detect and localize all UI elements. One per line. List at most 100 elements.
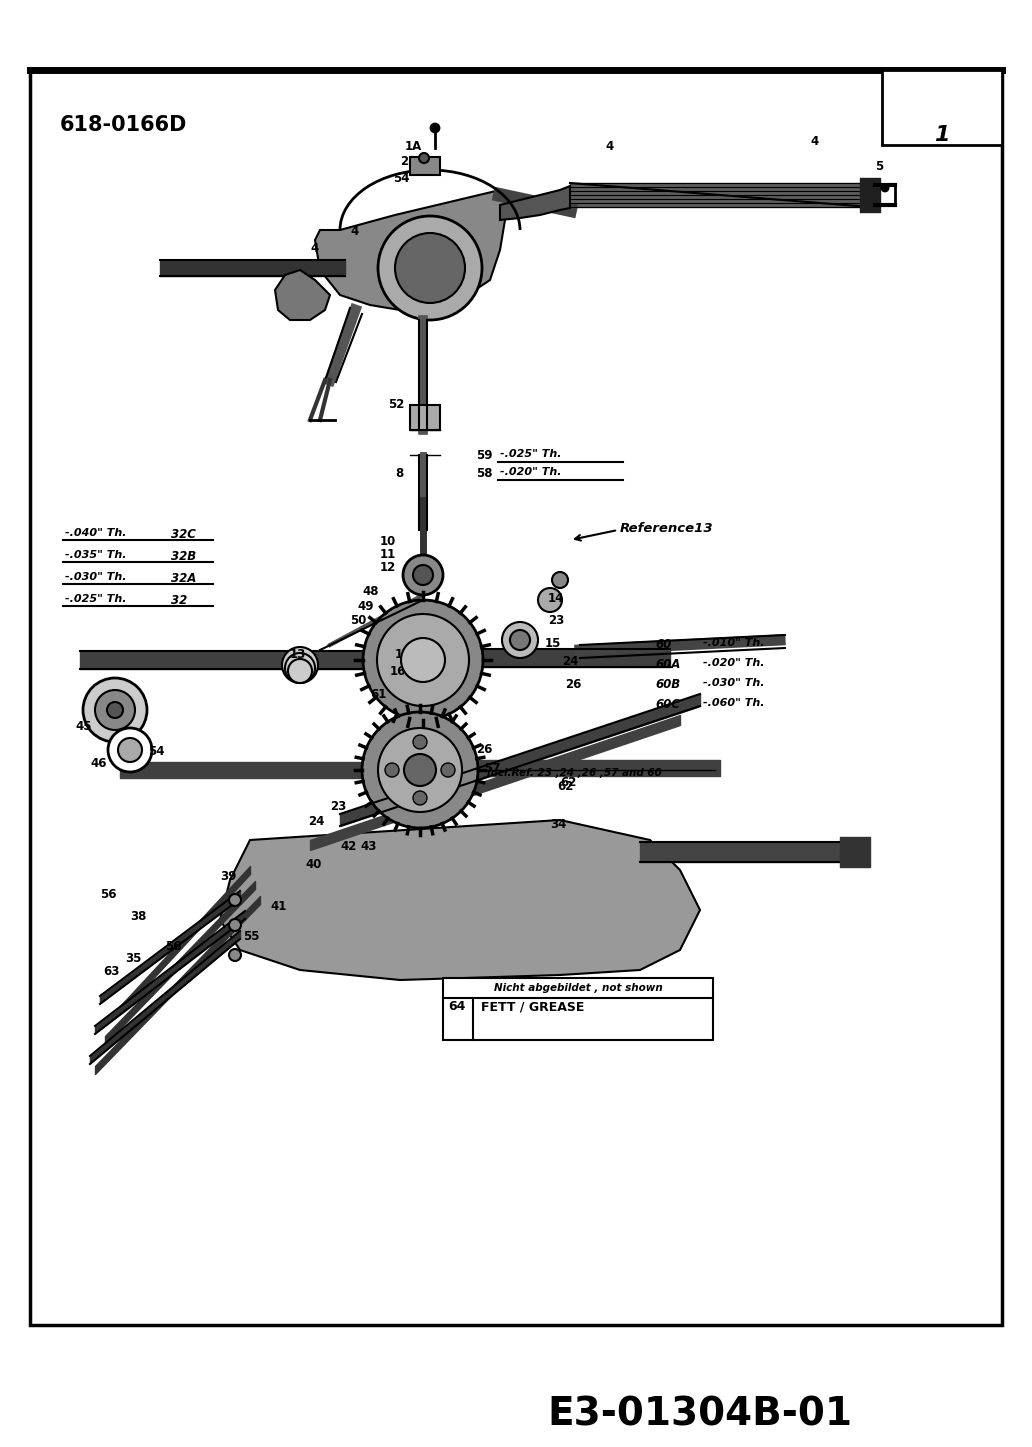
Circle shape (431, 124, 439, 132)
Text: -.030" Th.: -.030" Th. (703, 679, 765, 687)
Text: -.035" Th.: -.035" Th. (65, 550, 127, 560)
Circle shape (413, 735, 427, 750)
Text: 64: 64 (448, 1000, 465, 1013)
Bar (410, 405, 440, 430)
Text: 17: 17 (395, 648, 411, 661)
Text: 46: 46 (90, 757, 106, 770)
Text: 62: 62 (560, 776, 577, 789)
Circle shape (377, 614, 469, 706)
Text: 39: 39 (220, 870, 236, 883)
Text: 4: 4 (605, 140, 613, 153)
Text: 59: 59 (476, 449, 492, 462)
Text: 5: 5 (875, 161, 883, 174)
Text: 49: 49 (357, 601, 374, 614)
Text: -.040" Th.: -.040" Th. (65, 528, 127, 538)
Circle shape (288, 658, 312, 683)
Text: 40: 40 (305, 858, 321, 871)
Text: 54: 54 (393, 172, 410, 185)
Text: 8: 8 (395, 467, 404, 480)
Text: 12: 12 (380, 561, 396, 574)
Circle shape (229, 919, 241, 930)
Text: 32: 32 (171, 595, 187, 606)
Circle shape (378, 728, 462, 812)
Text: 24: 24 (308, 815, 324, 828)
Circle shape (419, 153, 429, 164)
Text: 41: 41 (270, 900, 286, 913)
Text: 32C: 32C (171, 528, 196, 541)
Text: 54: 54 (148, 745, 164, 758)
Circle shape (108, 728, 152, 773)
Bar (410, 158, 440, 175)
Bar (882, 69, 1002, 145)
Text: 23: 23 (330, 800, 347, 813)
Text: incl.Ref. 23 ,24 ,26 ,57 and 60: incl.Ref. 23 ,24 ,26 ,57 and 60 (487, 768, 662, 778)
Circle shape (83, 679, 147, 742)
Text: 10: 10 (380, 535, 396, 548)
Text: 63: 63 (103, 965, 120, 978)
Text: 60C: 60C (655, 697, 680, 710)
Text: FETT / GREASE: FETT / GREASE (481, 1000, 584, 1013)
Circle shape (552, 572, 568, 587)
Polygon shape (499, 187, 570, 220)
Text: 50: 50 (350, 614, 366, 627)
Circle shape (408, 645, 438, 674)
Text: 45: 45 (75, 721, 92, 734)
Text: -.020" Th.: -.020" Th. (703, 658, 765, 669)
Text: 2: 2 (400, 155, 408, 168)
Text: 57: 57 (484, 763, 501, 776)
Text: -.060" Th.: -.060" Th. (703, 697, 765, 708)
Text: 26: 26 (565, 679, 581, 692)
Text: Reference13: Reference13 (620, 522, 713, 535)
Text: 42: 42 (340, 841, 356, 852)
Polygon shape (220, 820, 700, 980)
Circle shape (502, 622, 538, 658)
Text: 52: 52 (388, 398, 405, 411)
Text: 13: 13 (290, 648, 307, 661)
Bar (30, 69, 1002, 1325)
Text: 56: 56 (165, 941, 182, 954)
Text: 24: 24 (562, 655, 578, 669)
Text: -.010" Th.: -.010" Th. (703, 638, 765, 648)
Circle shape (362, 712, 478, 828)
Text: 60A: 60A (655, 658, 680, 671)
Circle shape (229, 894, 241, 906)
Text: 32B: 32B (171, 550, 196, 563)
Text: 1: 1 (934, 124, 949, 145)
Text: 58: 58 (476, 467, 492, 480)
Polygon shape (315, 190, 510, 310)
Bar (443, 978, 713, 1040)
Circle shape (107, 702, 123, 718)
Text: 11: 11 (380, 548, 396, 561)
Circle shape (285, 653, 315, 683)
Circle shape (282, 647, 318, 683)
Text: 16: 16 (390, 666, 407, 679)
Text: 23: 23 (548, 614, 565, 627)
Text: 38: 38 (130, 910, 147, 923)
Circle shape (378, 216, 482, 320)
Text: 14: 14 (548, 592, 565, 605)
Text: 61: 61 (370, 687, 386, 700)
Circle shape (385, 763, 399, 777)
Circle shape (413, 564, 433, 585)
Polygon shape (275, 271, 330, 320)
Text: 1A: 1A (405, 140, 422, 153)
Text: 60: 60 (655, 638, 671, 651)
Text: E3-01304B-01: E3-01304B-01 (548, 1395, 852, 1433)
Circle shape (95, 690, 135, 729)
Text: -.020" Th.: -.020" Th. (499, 467, 561, 478)
Text: 48: 48 (362, 585, 379, 598)
Circle shape (441, 763, 455, 777)
Text: -.025" Th.: -.025" Th. (65, 595, 127, 603)
Text: 4: 4 (310, 242, 318, 255)
Circle shape (404, 754, 436, 786)
Circle shape (401, 638, 445, 682)
Text: 618-0166D: 618-0166D (60, 114, 188, 135)
Text: 4: 4 (350, 224, 358, 237)
Circle shape (229, 949, 241, 961)
Circle shape (510, 629, 530, 650)
Text: -.030" Th.: -.030" Th. (65, 572, 127, 582)
Text: 62: 62 (557, 780, 574, 793)
Circle shape (413, 792, 427, 805)
Text: 15: 15 (545, 637, 561, 650)
Text: 34: 34 (550, 818, 567, 831)
